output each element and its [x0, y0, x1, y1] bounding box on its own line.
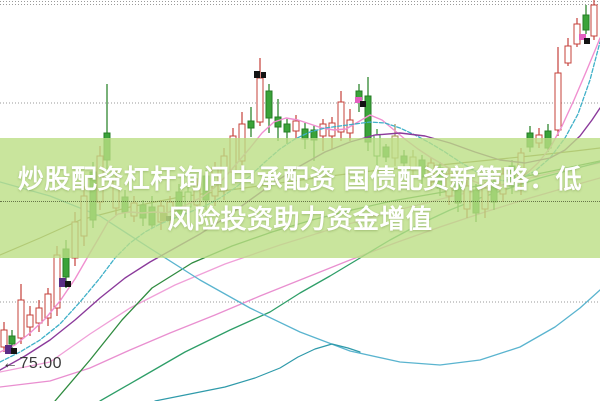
headline-line-2: 风险投资助力资金增值 [167, 204, 433, 234]
price-marker-value: 75.00 [19, 355, 63, 372]
ma-teal-left [154, 343, 361, 401]
price-marker: ←75.00 [2, 355, 62, 373]
gridline-over-banner [0, 201, 600, 202]
left-arrow-icon: ← [2, 355, 19, 372]
headline-line-1: 炒股配资杠杆询问中承配资 国债配资新策略：低 [17, 164, 583, 194]
headline-banner [0, 138, 600, 258]
